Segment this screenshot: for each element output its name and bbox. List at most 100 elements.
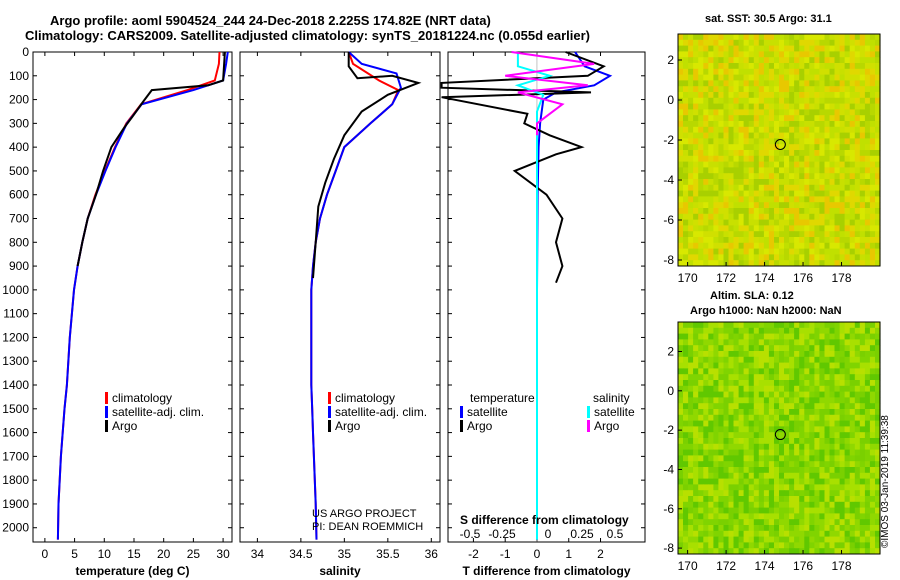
map-cell bbox=[718, 391, 724, 398]
map-cell bbox=[728, 438, 735, 445]
map-cell bbox=[683, 155, 689, 163]
map-cell bbox=[688, 548, 694, 555]
map-cell bbox=[763, 190, 770, 197]
map-cell bbox=[688, 242, 694, 250]
map-cell bbox=[834, 519, 841, 526]
map-cell bbox=[804, 97, 810, 105]
series-line-climatology bbox=[310, 51, 400, 540]
map-cell bbox=[723, 385, 730, 393]
map-cell bbox=[794, 548, 800, 555]
map-cell bbox=[688, 39, 694, 47]
map-cell bbox=[743, 519, 750, 526]
map-cell bbox=[844, 103, 851, 110]
map-cell bbox=[859, 213, 866, 221]
map-cell bbox=[774, 167, 780, 174]
map-cell bbox=[814, 322, 820, 329]
map-cell bbox=[779, 356, 785, 364]
map-cell bbox=[844, 438, 851, 445]
map-cell bbox=[728, 362, 735, 369]
map-cell bbox=[774, 34, 780, 41]
map-cell bbox=[723, 519, 730, 526]
map-cell bbox=[799, 109, 805, 116]
map-cell bbox=[774, 80, 780, 87]
map-cell bbox=[824, 68, 831, 76]
map-cell bbox=[753, 202, 760, 209]
map-cell bbox=[794, 196, 800, 203]
map-cell bbox=[849, 155, 856, 163]
map-cell bbox=[809, 351, 815, 358]
map-cell bbox=[693, 461, 699, 468]
map-cell bbox=[768, 39, 775, 47]
map-cell bbox=[875, 63, 881, 70]
map-cell bbox=[875, 438, 881, 445]
map-cell bbox=[844, 138, 851, 145]
map-cell bbox=[718, 339, 724, 346]
map-cell bbox=[804, 542, 810, 549]
map-cell bbox=[789, 57, 795, 64]
map-cell bbox=[703, 167, 709, 174]
map-cell bbox=[789, 80, 795, 87]
map-cell bbox=[819, 260, 825, 267]
map-cell bbox=[723, 525, 730, 532]
map-cell bbox=[859, 432, 866, 439]
map-cell bbox=[834, 150, 841, 157]
map-cell bbox=[758, 339, 765, 346]
map-cell bbox=[854, 161, 861, 168]
map-cell bbox=[854, 237, 861, 244]
map-cell bbox=[688, 144, 694, 151]
map-lon-label: 176 bbox=[793, 559, 813, 573]
map-cell bbox=[748, 484, 755, 491]
map-lat-label: 2 bbox=[667, 53, 674, 67]
map-cell bbox=[718, 385, 724, 393]
map-cell bbox=[819, 391, 825, 398]
map-cell bbox=[703, 179, 709, 186]
map-cell bbox=[708, 115, 714, 122]
map-cell bbox=[698, 484, 704, 491]
map-cell bbox=[844, 426, 851, 433]
map-cell bbox=[768, 339, 775, 346]
map-cell bbox=[839, 260, 846, 267]
map-cell bbox=[839, 179, 846, 186]
map-cell bbox=[824, 496, 831, 503]
map-cell bbox=[683, 74, 689, 81]
y-tick-label: 500 bbox=[9, 164, 29, 178]
map-cell bbox=[799, 190, 805, 197]
map-cell bbox=[693, 455, 699, 462]
map-cell bbox=[753, 219, 760, 226]
map-cell bbox=[819, 138, 825, 145]
map-cell bbox=[758, 461, 765, 468]
map-cell bbox=[844, 167, 851, 174]
map-cell bbox=[849, 548, 856, 555]
map-cell bbox=[723, 173, 730, 180]
map-cell bbox=[834, 368, 841, 375]
map-cell bbox=[703, 196, 709, 203]
map-cell bbox=[748, 242, 755, 250]
map-cell bbox=[738, 519, 745, 526]
map-cell bbox=[819, 132, 825, 139]
map-cell bbox=[753, 103, 760, 110]
map-cell bbox=[748, 461, 755, 468]
sla-map-title-line2: Argo h1000: NaN h2000: NaN bbox=[690, 305, 842, 317]
map-cell bbox=[784, 254, 790, 261]
map-cell bbox=[849, 345, 856, 352]
map-cell bbox=[693, 322, 699, 329]
map-cell bbox=[743, 260, 750, 267]
map-cell bbox=[864, 161, 871, 168]
map-cell bbox=[854, 530, 861, 538]
map-cell bbox=[864, 219, 871, 226]
map-cell bbox=[733, 202, 740, 209]
map-cell bbox=[819, 478, 825, 485]
map-cell bbox=[688, 173, 694, 180]
map-cell bbox=[708, 213, 714, 221]
map-cell bbox=[768, 525, 775, 532]
map-cell bbox=[839, 525, 846, 532]
map-cell bbox=[678, 213, 684, 221]
map-cell bbox=[758, 472, 765, 480]
map-cell bbox=[784, 242, 790, 250]
map-cell bbox=[829, 237, 836, 244]
map-cell bbox=[854, 109, 861, 116]
map-cell bbox=[859, 208, 866, 215]
map-cell bbox=[753, 333, 760, 340]
map-cell bbox=[738, 455, 745, 462]
map-cell bbox=[794, 513, 800, 520]
